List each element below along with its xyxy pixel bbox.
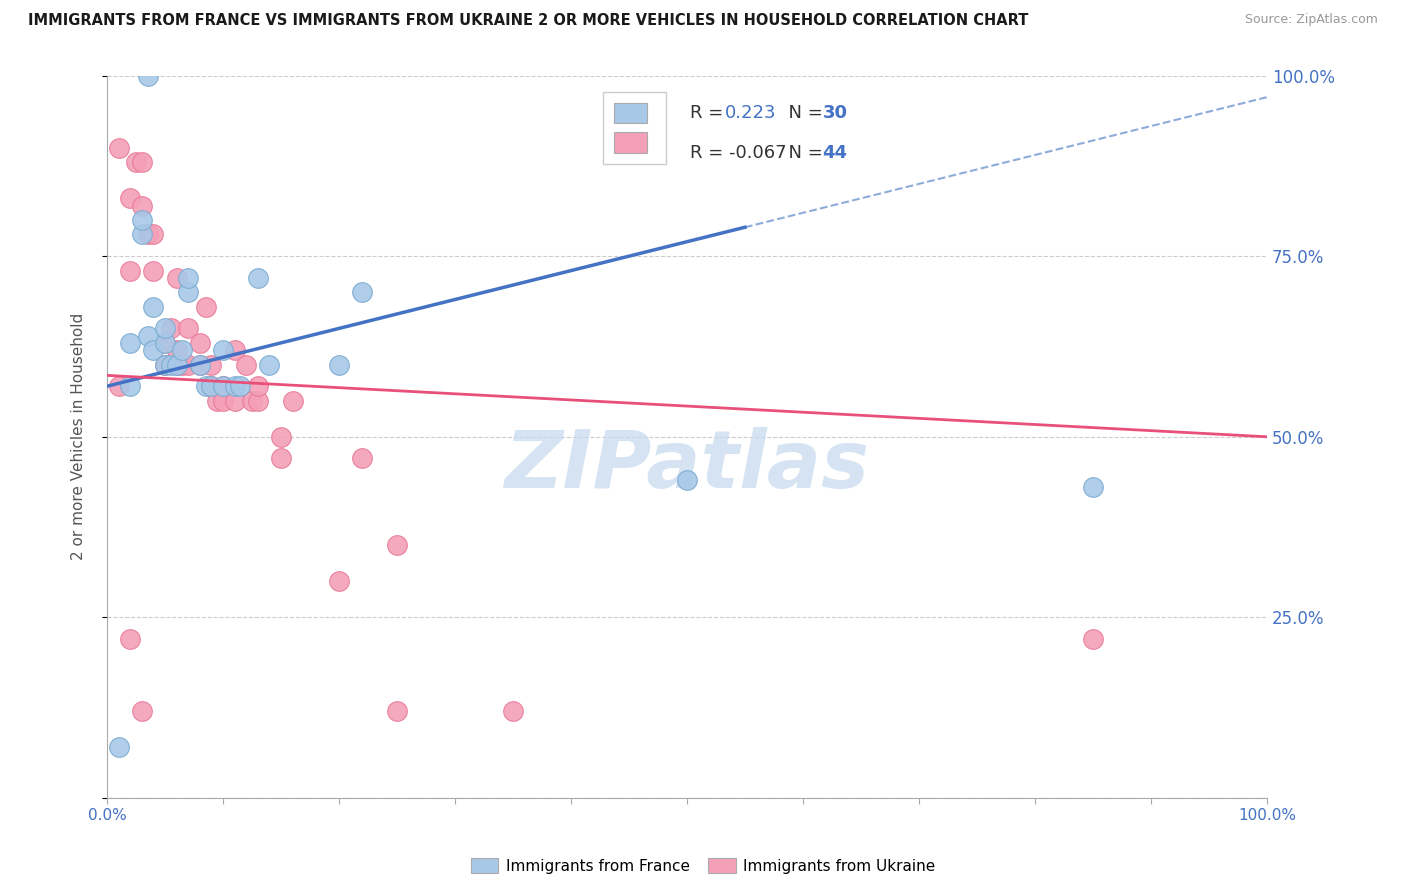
Text: ZIPatlas: ZIPatlas	[505, 426, 869, 505]
Point	[120, 335, 142, 350]
Point	[224, 379, 246, 393]
Point	[131, 198, 153, 212]
Point	[240, 393, 263, 408]
Point	[502, 704, 524, 718]
Y-axis label: 2 or more Vehicles in Household: 2 or more Vehicles in Household	[72, 313, 86, 560]
Point	[385, 704, 408, 718]
Point	[120, 263, 142, 277]
Point	[229, 379, 252, 393]
Point	[328, 358, 350, 372]
Point	[188, 335, 211, 350]
Point	[212, 343, 235, 357]
Text: Source: ZipAtlas.com: Source: ZipAtlas.com	[1244, 13, 1378, 27]
Point	[120, 632, 142, 646]
Text: IMMIGRANTS FROM FRANCE VS IMMIGRANTS FROM UKRAINE 2 OR MORE VEHICLES IN HOUSEHOL: IMMIGRANTS FROM FRANCE VS IMMIGRANTS FRO…	[28, 13, 1029, 29]
Text: N =: N =	[778, 145, 830, 162]
Point	[212, 393, 235, 408]
Point	[125, 155, 148, 169]
Point	[270, 451, 292, 466]
Point	[259, 358, 281, 372]
Point	[246, 379, 269, 393]
Point	[328, 574, 350, 589]
Point	[200, 379, 222, 393]
Point	[120, 191, 142, 205]
Point	[172, 358, 194, 372]
Point	[224, 343, 246, 357]
Point	[142, 300, 165, 314]
Point	[172, 343, 194, 357]
Point	[235, 358, 257, 372]
Point	[200, 358, 222, 372]
Point	[131, 155, 153, 169]
Point	[270, 430, 292, 444]
Point	[166, 343, 188, 357]
Text: R =: R =	[690, 104, 730, 122]
Point	[131, 227, 153, 242]
Point	[166, 358, 188, 372]
Point	[136, 227, 159, 242]
Point	[160, 321, 183, 335]
Point	[136, 328, 159, 343]
Point	[212, 379, 235, 393]
Point	[352, 285, 374, 300]
Point	[153, 358, 176, 372]
Text: N =: N =	[778, 104, 830, 122]
Point	[177, 358, 200, 372]
Point	[177, 270, 200, 285]
Point	[352, 451, 374, 466]
Point	[107, 141, 129, 155]
Point	[246, 393, 269, 408]
Legend: Immigrants from France, Immigrants from Ukraine: Immigrants from France, Immigrants from …	[464, 852, 942, 880]
Point	[120, 379, 142, 393]
Point	[131, 213, 153, 227]
Point	[194, 379, 217, 393]
Point	[153, 321, 176, 335]
Point	[246, 270, 269, 285]
Point	[166, 270, 188, 285]
Point	[177, 285, 200, 300]
Point	[142, 343, 165, 357]
Point	[136, 69, 159, 83]
Point	[177, 321, 200, 335]
Text: 30: 30	[823, 104, 848, 122]
Point	[207, 393, 229, 408]
Point	[153, 335, 176, 350]
Point	[160, 358, 183, 372]
Point	[1081, 480, 1104, 494]
Text: R = -0.067: R = -0.067	[690, 145, 787, 162]
Point	[224, 393, 246, 408]
Legend: , : ,	[603, 92, 666, 164]
Point	[188, 358, 211, 372]
Point	[142, 263, 165, 277]
Point	[107, 740, 129, 755]
Point	[188, 358, 211, 372]
Point	[153, 335, 176, 350]
Text: 44: 44	[823, 145, 848, 162]
Point	[385, 538, 408, 552]
Point	[676, 473, 699, 487]
Point	[131, 704, 153, 718]
Point	[142, 227, 165, 242]
Point	[281, 393, 304, 408]
Point	[200, 379, 222, 393]
Point	[107, 379, 129, 393]
Text: 0.223: 0.223	[725, 104, 776, 122]
Point	[1081, 632, 1104, 646]
Point	[153, 358, 176, 372]
Point	[166, 358, 188, 372]
Point	[212, 379, 235, 393]
Point	[194, 300, 217, 314]
